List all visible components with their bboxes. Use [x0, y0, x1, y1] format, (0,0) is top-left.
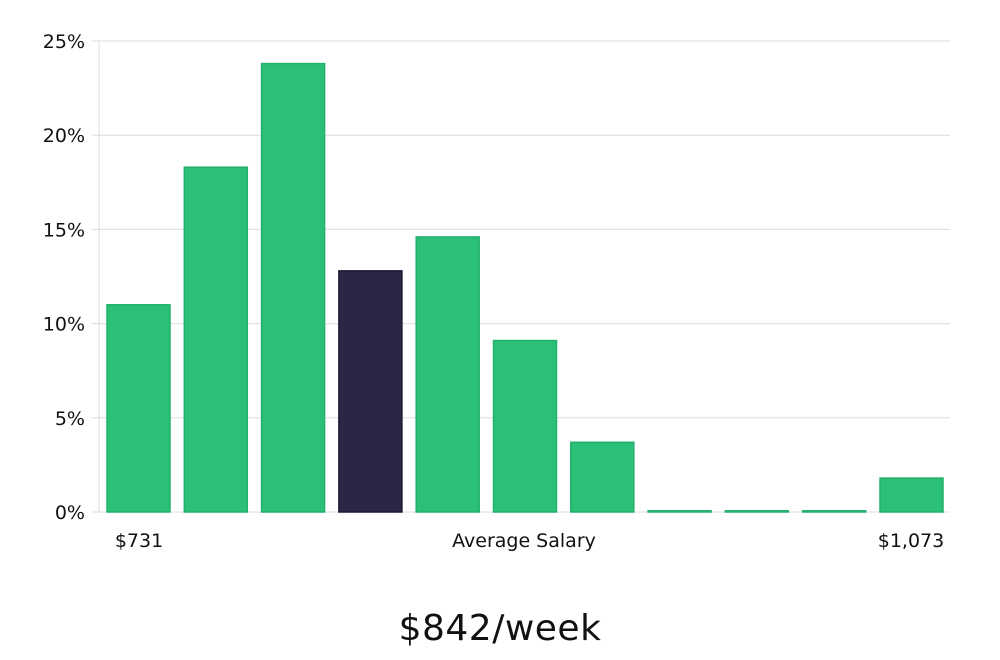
bars: [106, 62, 944, 513]
bar-highlighted: [338, 270, 403, 513]
y-tick-label: 15%: [43, 219, 85, 241]
bar: [879, 477, 944, 513]
x-axis: $731 Average Salary $1,073: [115, 530, 944, 552]
bar: [492, 339, 558, 513]
salary-distribution-chart: 0% 5% 10% 15% 20% 25% $731 Average Salary $1,…: [43, 31, 950, 552]
y-tick-label: 0%: [55, 502, 85, 524]
bar: [183, 166, 249, 513]
bar: [106, 304, 171, 513]
y-tick-label: 10%: [43, 314, 85, 336]
bar: [801, 510, 867, 513]
bar: [415, 236, 480, 513]
y-tick-label: 25%: [43, 31, 85, 53]
y-tick-label: 5%: [55, 408, 85, 430]
bar: [647, 510, 712, 513]
y-tick-label: 20%: [43, 125, 85, 147]
x-label-center: Average Salary: [452, 530, 596, 552]
x-label-max: $1,073: [878, 530, 944, 552]
bar: [260, 62, 326, 513]
x-label-min: $731: [115, 530, 163, 552]
bar: [724, 510, 790, 513]
average-salary-headline: $842/week: [398, 608, 602, 649]
bar: [570, 441, 635, 513]
